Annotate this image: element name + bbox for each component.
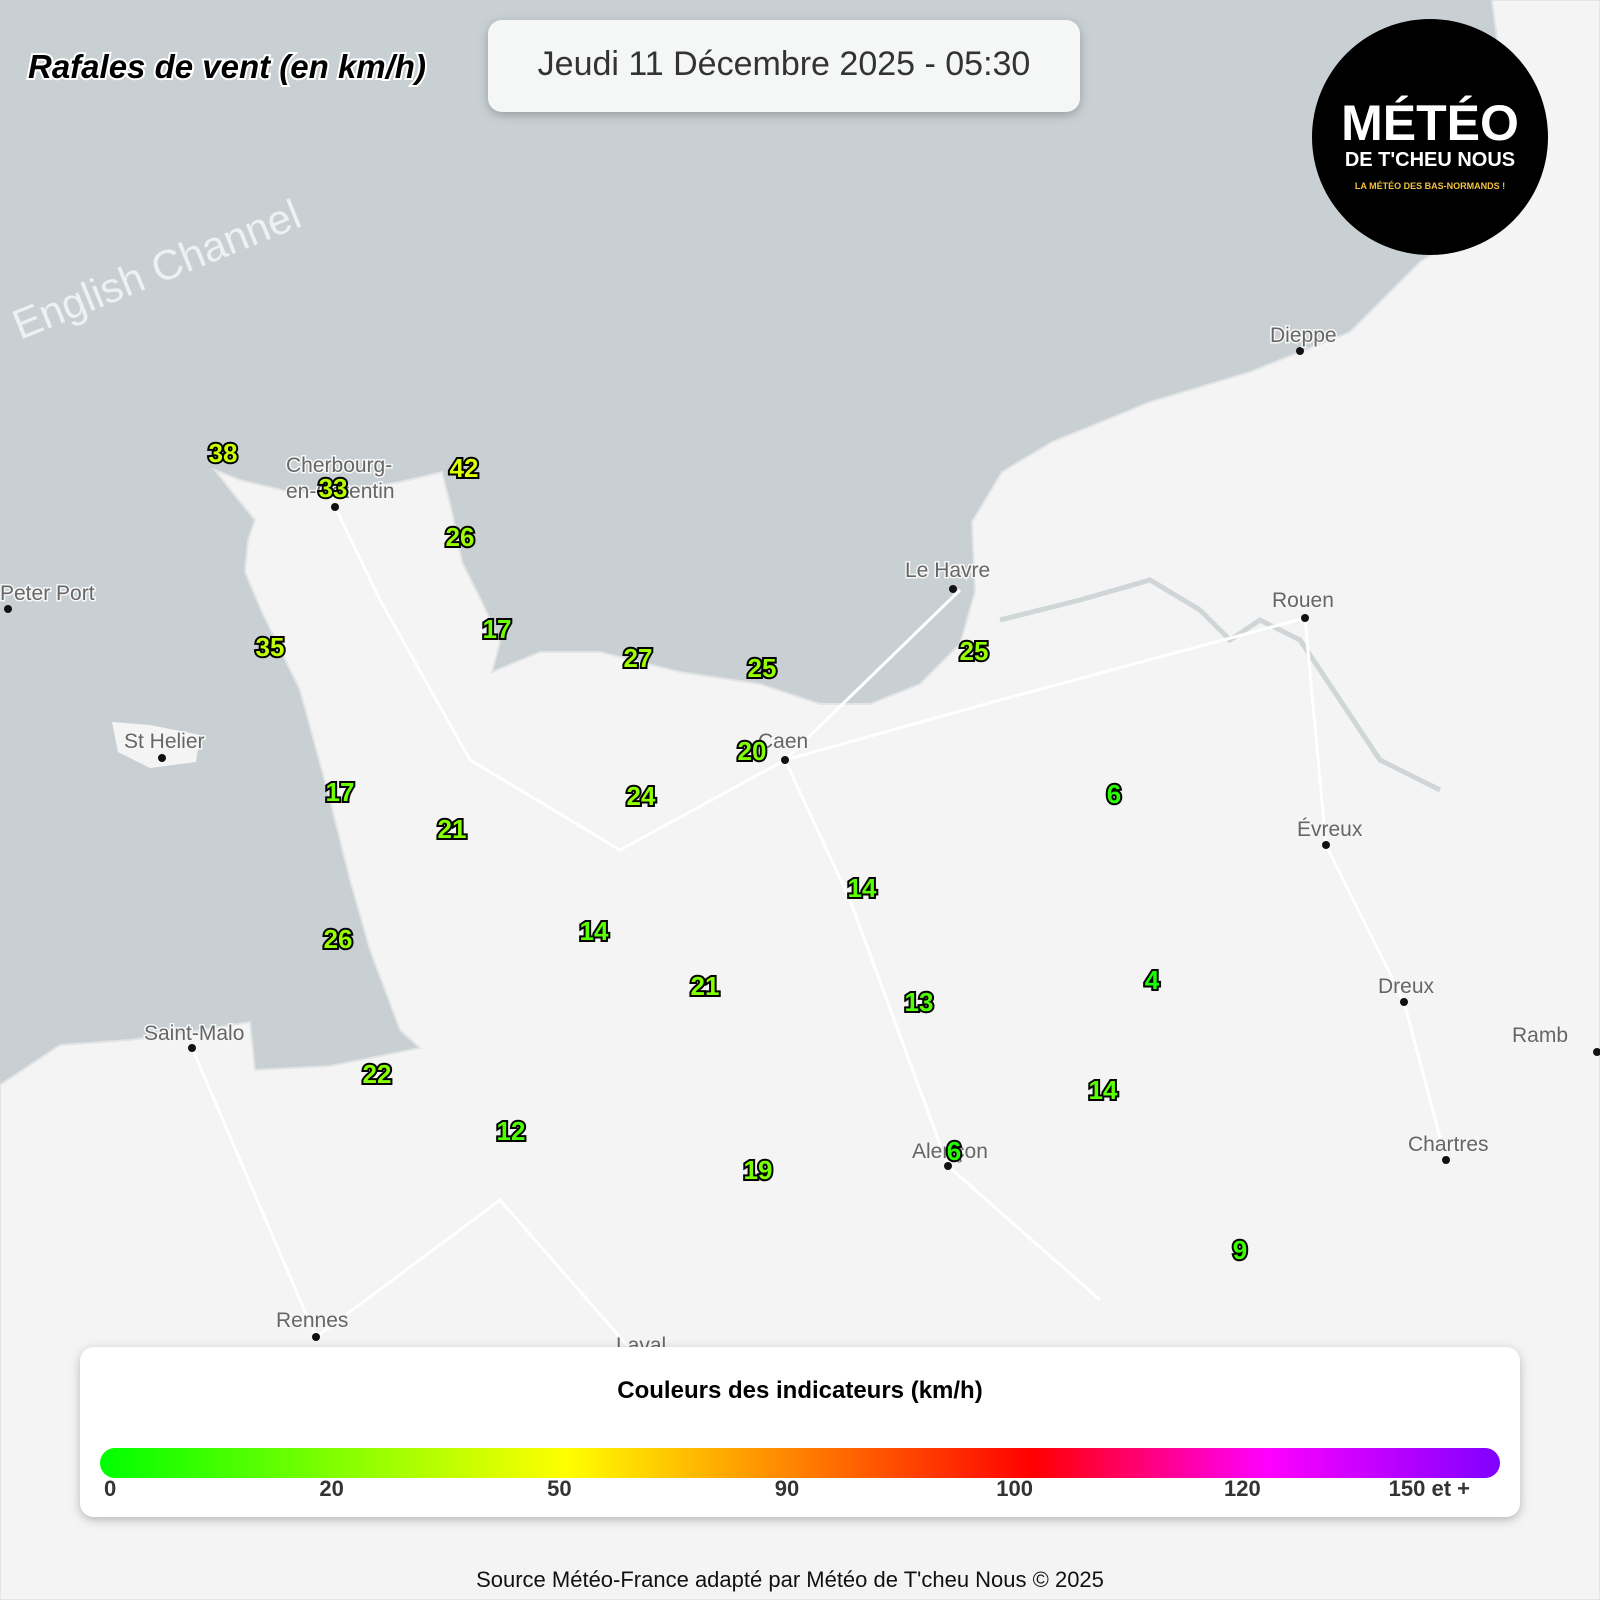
title: Rafales de vent (en km/h): [28, 48, 426, 85]
legend: [80, 1347, 1520, 1517]
place-dot: [1400, 998, 1408, 1006]
place-label: en-Cotentin: [286, 480, 395, 503]
place-label: Chartres: [1408, 1133, 1489, 1156]
place-dot: [949, 585, 957, 593]
logo-tagline: LA MÉTÉO DES BAS-NORMANDS !: [1355, 181, 1505, 191]
place-dot: [1301, 614, 1309, 622]
place-dot: [312, 1333, 320, 1341]
legend-bar: [100, 1448, 1500, 1478]
logo: [1312, 19, 1548, 255]
legend-tick-label: 120: [1224, 1476, 1261, 1501]
legend-tick-label: 100: [996, 1476, 1033, 1501]
station-value: 4: [1145, 965, 1160, 995]
place-dot: [1296, 347, 1304, 355]
date: Jeudi 11 Décembre 2025 - 05:30: [538, 45, 1031, 83]
station-value: 26: [324, 924, 353, 954]
place-label: Dieppe: [1270, 324, 1337, 347]
source: Source Météo-France adapté par Météo de …: [476, 1567, 1104, 1592]
station-value: 21: [691, 971, 720, 1001]
station-value: 12: [497, 1116, 526, 1146]
place-label: St Helier: [124, 730, 205, 753]
place-dot: [1442, 1156, 1450, 1164]
place-dot: [4, 605, 12, 613]
date-box: [488, 20, 1080, 112]
place-label: Cherbourg-: [286, 454, 392, 477]
place-dot: [1322, 841, 1330, 849]
place-label: Évreux: [1297, 818, 1363, 841]
station-value: 42: [450, 453, 479, 483]
place-dot: [1593, 1048, 1600, 1056]
legend-tick-label: 90: [775, 1476, 799, 1501]
place-dot: [781, 756, 789, 764]
station-value: 21: [438, 814, 467, 844]
river: [999, 577, 1442, 793]
station-value: 27: [624, 643, 653, 673]
place-label: Peter Port: [0, 582, 95, 605]
station-value: 13: [905, 987, 934, 1017]
station-value: 26: [446, 522, 475, 552]
station-value: 38: [209, 438, 238, 468]
legend-tick-label: 0: [104, 1476, 116, 1501]
station-value: 25: [960, 636, 989, 666]
station-value: 9: [1233, 1235, 1247, 1265]
place-dot: [944, 1162, 952, 1170]
place-dot: [158, 754, 166, 762]
legend-tick-label: 20: [319, 1476, 343, 1501]
station-value: 6: [947, 1136, 961, 1166]
station-value: 6: [1107, 779, 1121, 809]
legend-tick-label: 50: [547, 1476, 571, 1501]
place-label: Le Havre: [905, 559, 990, 582]
station-value: 22: [363, 1059, 392, 1089]
roads: [190, 506, 1448, 1361]
island: [112, 722, 200, 768]
station-value: 14: [1089, 1075, 1118, 1105]
station-value: 17: [483, 614, 512, 644]
station-value: 20: [738, 736, 767, 766]
place-label: Ramb: [1512, 1024, 1568, 1047]
station-value: 14: [848, 873, 877, 903]
station-value: 33: [319, 473, 348, 503]
place-label: Caen: [758, 730, 808, 753]
legend-title: Couleurs des indicateurs (km/h): [617, 1377, 982, 1404]
station-value: 19: [744, 1155, 773, 1185]
place-dot: [188, 1044, 196, 1052]
station-value: 14: [580, 916, 609, 946]
logo-subname: DE T'CHEU NOUS: [1345, 149, 1515, 171]
station-value: 35: [256, 632, 285, 662]
station-value: 17: [326, 777, 355, 807]
place-dot: [331, 503, 339, 511]
place-label: Alençon: [912, 1140, 988, 1163]
place-label: Dreux: [1378, 975, 1435, 998]
place-label: Rennes: [276, 1309, 348, 1332]
logo-name: MÉTÉO: [1341, 95, 1519, 151]
place-label: Rouen: [1272, 589, 1334, 612]
legend-tick-label: 150 et +: [1389, 1476, 1470, 1501]
station-value: 24: [627, 781, 656, 811]
place-label: Saint-Malo: [144, 1022, 244, 1045]
station-value: 25: [748, 653, 777, 683]
